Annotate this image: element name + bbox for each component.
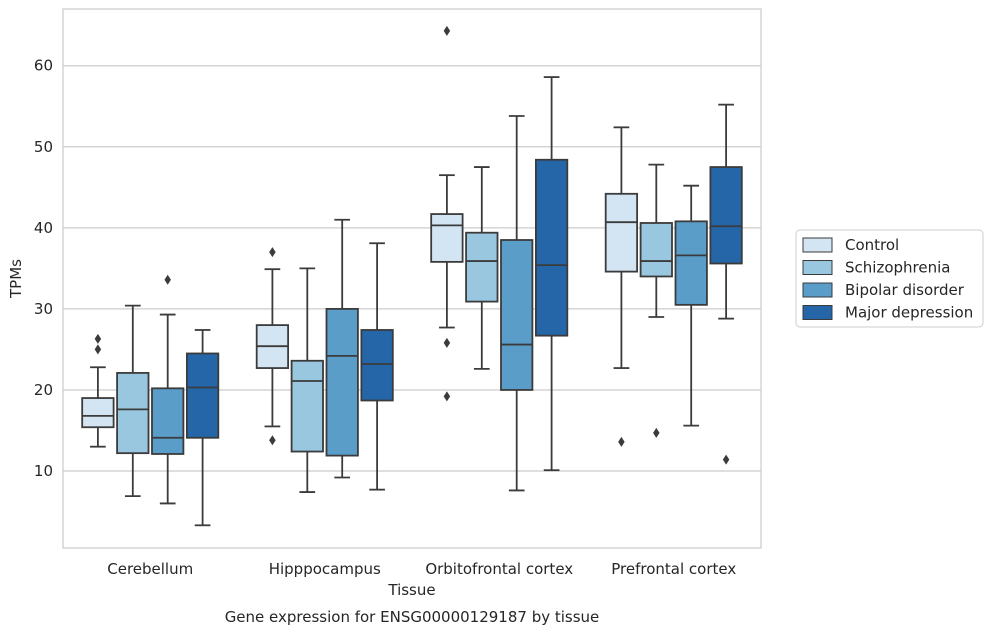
box-1-0 xyxy=(255,247,290,446)
legend-label: Major depression xyxy=(845,304,973,322)
box-body xyxy=(116,372,150,455)
y-tick-label: 30 xyxy=(34,300,53,318)
box-body xyxy=(709,166,743,265)
y-tick-label: 60 xyxy=(34,57,53,75)
box-0-0 xyxy=(81,333,115,448)
outlier-point xyxy=(443,391,451,402)
y-axis-ticks: 10 20 30 40 50 60 xyxy=(34,57,53,480)
outlier-point xyxy=(269,247,276,258)
box-body xyxy=(290,359,324,453)
y-tick-label: 10 xyxy=(34,462,53,480)
x-tick-label: Orbitofrontal cortex xyxy=(425,560,573,578)
outlier-point xyxy=(618,436,625,447)
x-tick-label: Cerebellum xyxy=(107,560,193,578)
plot-frame xyxy=(62,8,762,549)
box-2-0 xyxy=(430,25,464,402)
chart-caption: Gene expression for ENSG00000129187 by t… xyxy=(225,608,600,626)
x-tick-label: Hipppocampus xyxy=(269,560,381,578)
legend-frame xyxy=(795,229,984,328)
y-axis-label: TPMs xyxy=(7,259,25,299)
box-3-3 xyxy=(709,103,743,465)
legend-label: Control xyxy=(845,236,899,254)
outlier-point xyxy=(164,274,171,285)
outlier-point xyxy=(94,333,102,344)
box-3-0 xyxy=(604,126,639,447)
x-axis-label: Tissue xyxy=(387,581,435,599)
legend-swatch xyxy=(802,305,833,320)
box-1-1 xyxy=(290,267,324,493)
box-body xyxy=(534,158,569,337)
legend-label: Schizophrenia xyxy=(845,259,950,277)
box-body xyxy=(500,239,534,391)
box-2-3 xyxy=(534,76,569,472)
box-1-3 xyxy=(360,242,394,491)
box-0-3 xyxy=(185,329,220,527)
outlier-point xyxy=(269,435,276,446)
legend-swatch xyxy=(802,282,833,298)
legend-swatch xyxy=(802,260,833,275)
box-0-1 xyxy=(116,304,150,498)
box-body xyxy=(185,352,220,439)
legend-swatch xyxy=(802,237,833,253)
outlier-point xyxy=(722,454,730,465)
outlier-point xyxy=(653,427,660,438)
box-2-2 xyxy=(500,115,534,492)
box-body xyxy=(604,192,639,273)
box-0-2 xyxy=(151,274,185,505)
box-groups xyxy=(81,25,743,527)
y-tick-label: 20 xyxy=(34,381,53,399)
y-tick-label: 40 xyxy=(34,219,53,237)
box-body xyxy=(430,213,464,263)
outlier-point xyxy=(443,25,451,36)
box-body xyxy=(151,387,185,455)
x-axis-ticks: Cerebellum Hipppocampus Orbitofrontal cort… xyxy=(107,560,736,578)
plot-background xyxy=(63,9,761,548)
box-2-1 xyxy=(465,166,499,370)
box-1-2 xyxy=(325,218,359,479)
box-body xyxy=(360,329,394,402)
box-body xyxy=(674,220,708,306)
legend-label: Bipolar disorder xyxy=(845,281,965,299)
box-body xyxy=(465,231,499,303)
box-body xyxy=(81,397,115,429)
y-tick-label: 50 xyxy=(34,138,53,156)
legend: Control Schizophrenia Bipolar disorder Majo… xyxy=(795,229,984,328)
outlier-point xyxy=(443,337,451,348)
box-3-2 xyxy=(674,184,708,427)
x-tick-label: Prefrontal cortex xyxy=(611,560,736,578)
outlier-point xyxy=(94,344,102,355)
box-3-1 xyxy=(639,163,673,438)
box-body xyxy=(639,222,673,278)
box-body xyxy=(325,307,359,457)
